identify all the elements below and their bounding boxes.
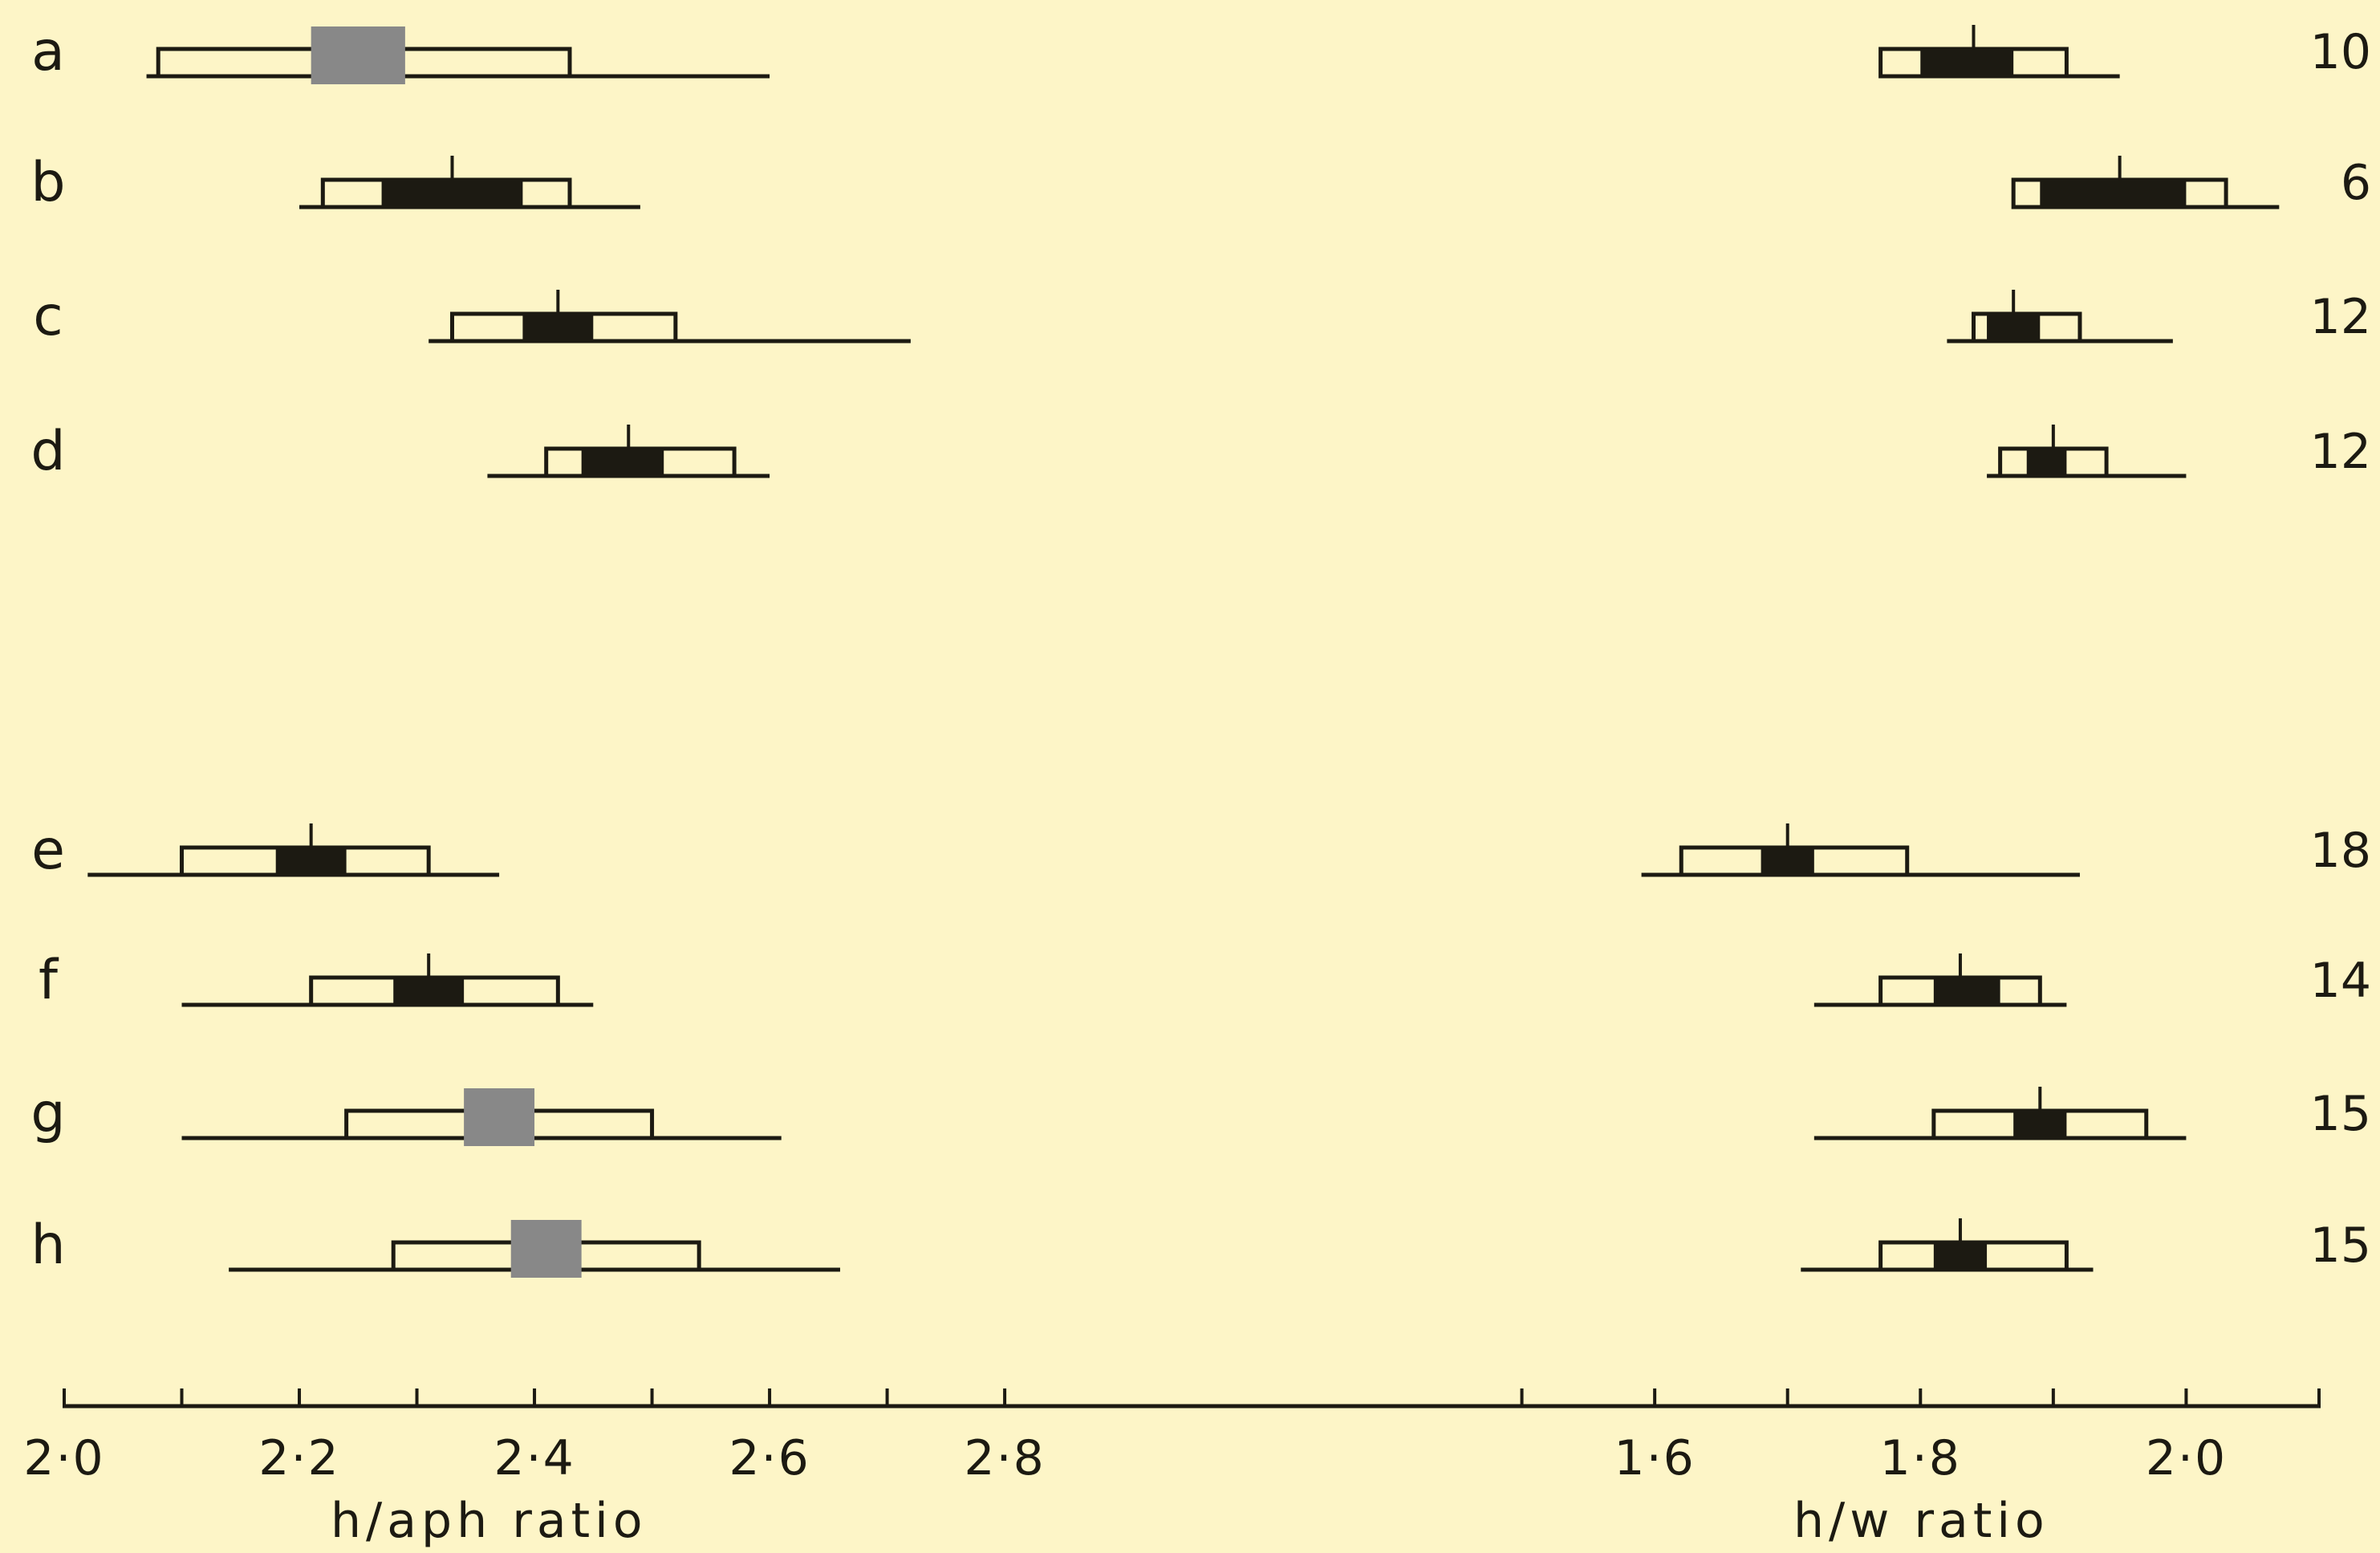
mean-interval — [311, 26, 405, 84]
mean-interval — [1920, 49, 2014, 76]
x-tick-label: 2·2 — [258, 1430, 339, 1486]
mean-interval — [2013, 1111, 2067, 1138]
x-axis: 2·0 2·2 2·4 2·6 2·8 1·6 1·8 2·0 — [23, 1388, 2321, 1486]
mean-interval — [2026, 449, 2067, 476]
row-label: b — [30, 151, 65, 214]
sample-size-label: 18 — [2310, 823, 2371, 879]
x-tick-label: 1·6 — [1614, 1430, 1695, 1486]
sample-size-label: 12 — [2310, 424, 2371, 480]
mean-interval — [1987, 314, 2041, 341]
mean-interval — [1933, 978, 2000, 1005]
x-tick-label: 2·4 — [493, 1430, 575, 1486]
x-tick-label: 2·8 — [964, 1430, 1045, 1486]
sample-size-label: 15 — [2310, 1086, 2371, 1142]
row-labels: a b c d e f g h 10 6 12 12 18 14 15 15 — [30, 20, 2371, 1277]
mean-interval — [2040, 180, 2187, 207]
sample-size-label: 12 — [2310, 289, 2371, 345]
sample-size-label: 10 — [2310, 24, 2371, 80]
x-tick-label: 1·8 — [1880, 1430, 1961, 1486]
row-label: h — [30, 1214, 65, 1277]
row-label: d — [30, 420, 65, 483]
sample-size-label: 15 — [2310, 1218, 2371, 1274]
mean-interval — [510, 1220, 582, 1278]
mean-interval — [1933, 1242, 1988, 1270]
mean-interval — [275, 848, 347, 875]
mean-interval — [522, 314, 594, 341]
h-aph-panel — [87, 26, 911, 1278]
mean-interval — [381, 180, 523, 207]
row-label: e — [31, 819, 65, 882]
row-label: f — [39, 949, 59, 1012]
mean-interval — [464, 1088, 535, 1146]
row-label: g — [30, 1082, 65, 1145]
x-tick-label: 2·0 — [2146, 1430, 2227, 1486]
x-axis-title-left: h/aph ratio — [331, 1493, 648, 1549]
mean-interval — [1761, 848, 1814, 875]
x-axis-title-right: h/w ratio — [1793, 1493, 2049, 1549]
row-label: a — [31, 20, 65, 83]
sample-size-label: 6 — [2341, 155, 2371, 211]
row-label: c — [33, 285, 63, 348]
h-w-panel — [1641, 25, 2280, 1272]
x-tick-label: 2·0 — [23, 1430, 104, 1486]
mean-interval — [393, 978, 465, 1005]
sample-size-label: 14 — [2310, 953, 2371, 1009]
x-tick-label: 2·6 — [729, 1430, 810, 1486]
mean-interval — [581, 449, 664, 476]
